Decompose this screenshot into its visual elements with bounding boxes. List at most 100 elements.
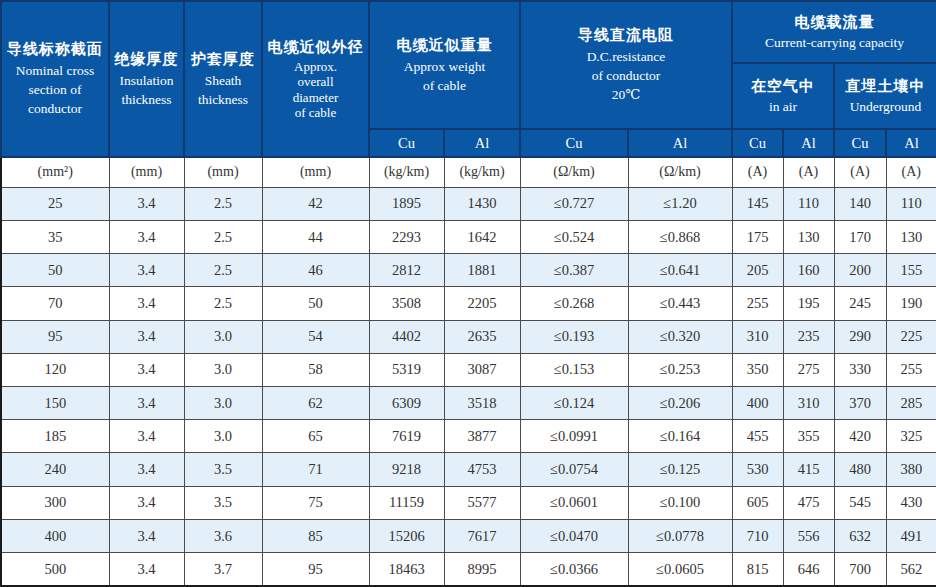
unit-cell: (mm) — [262, 157, 369, 187]
table-cell: 50 — [262, 287, 369, 320]
table-cell: 632 — [834, 519, 886, 552]
header-sheath-en-label: Sheath thickness — [188, 71, 258, 109]
table-cell: 3.4 — [109, 287, 184, 320]
table-cell: 11159 — [369, 486, 444, 519]
header-air-al: Al — [783, 129, 834, 157]
table-cell: 2293 — [369, 220, 444, 253]
table-cell: 3.7 — [184, 553, 262, 586]
table-cell: 500 — [1, 553, 109, 586]
header-sheath-zh-label: 护套厚度 — [188, 49, 258, 71]
table-cell: 330 — [834, 353, 886, 386]
table-row: 2403.43.57192184753≤0.0754≤0.12553041548… — [1, 453, 936, 486]
table-cell: 75 — [262, 486, 369, 519]
table-cell: 205 — [732, 254, 783, 287]
table-cell: 4753 — [444, 453, 520, 486]
unit-cell: (A) — [834, 157, 886, 187]
table-cell: 155 — [886, 254, 936, 287]
table-cell: 1430 — [444, 187, 520, 220]
table-cell: 3.6 — [184, 519, 262, 552]
table-cell: ≤0.0605 — [628, 553, 732, 586]
header-row-main: 导线标称截面 Nominal cross section of conducto… — [1, 1, 936, 63]
table-cell: 400 — [1, 519, 109, 552]
table-cell: 562 — [886, 553, 936, 586]
table-cell: ≤0.387 — [520, 254, 628, 287]
table-row: 1203.43.05853193087≤0.153≤0.253350275330… — [1, 353, 936, 386]
header-air-cu: Cu — [732, 129, 783, 157]
table-header: 导线标称截面 Nominal cross section of conducto… — [1, 1, 936, 157]
table-cell: ≤0.193 — [520, 320, 628, 353]
table-cell: 2.5 — [184, 187, 262, 220]
table-cell: ≤0.0366 — [520, 553, 628, 586]
table-cell: 9218 — [369, 453, 444, 486]
table-cell: 255 — [732, 287, 783, 320]
table-cell: ≤0.320 — [628, 320, 732, 353]
table-cell: 475 — [783, 486, 834, 519]
table-row: 1853.43.06576193877≤0.0991≤0.16445535542… — [1, 420, 936, 453]
table-cell: ≤0.727 — [520, 187, 628, 220]
table-cell: 491 — [886, 519, 936, 552]
table-cell: 3.4 — [109, 320, 184, 353]
header-underground-en-label: Underground — [838, 97, 933, 116]
header-diameter-en-label: Approx. overall diameter of cable — [266, 59, 365, 121]
header-weight-zh-label: 电缆近似重量 — [373, 35, 516, 57]
table-cell: 3508 — [369, 287, 444, 320]
table-cell: 3.4 — [109, 519, 184, 552]
table-cell: 380 — [886, 453, 936, 486]
table-cell: 44 — [262, 220, 369, 253]
table-cell: 225 — [886, 320, 936, 353]
table-cell: 420 — [834, 420, 886, 453]
table-cell: ≤0.253 — [628, 353, 732, 386]
table-cell: 556 — [783, 519, 834, 552]
table-cell: 2205 — [444, 287, 520, 320]
table-cell: 3.5 — [184, 486, 262, 519]
table-cell: 3.0 — [184, 420, 262, 453]
table-cell: 3087 — [444, 353, 520, 386]
unit-cell: (A) — [886, 157, 936, 187]
table-cell: 85 — [262, 519, 369, 552]
table-cell: 700 — [834, 553, 886, 586]
table-cell: 3.0 — [184, 320, 262, 353]
table-cell: ≤0.0778 — [628, 519, 732, 552]
units-row: (mm²) (mm) (mm) (mm) (kg/km) (kg/km) (Ω/… — [1, 157, 936, 187]
header-underground-zh-label: 直埋土壤中 — [838, 76, 933, 98]
header-resistance-al: Al — [628, 129, 732, 157]
unit-cell: (A) — [783, 157, 834, 187]
table-cell: 2.5 — [184, 254, 262, 287]
table-cell: ≤0.164 — [628, 420, 732, 453]
table-cell: ≤0.100 — [628, 486, 732, 519]
header-approx-weight: 电缆近似重量 Approx weight of cable — [369, 1, 520, 129]
table-cell: 18463 — [369, 553, 444, 586]
header-overall-diameter: 电缆近似外径 Approx. overall diameter of cable — [262, 1, 369, 157]
unit-cell: (A) — [732, 157, 783, 187]
table-cell: 5577 — [444, 486, 520, 519]
table-cell: 3.0 — [184, 353, 262, 386]
table-cell: 110 — [783, 187, 834, 220]
table-cell: 290 — [834, 320, 886, 353]
cable-spec-table: 导线标称截面 Nominal cross section of conducto… — [0, 0, 936, 587]
table-cell: 46 — [262, 254, 369, 287]
table-cell: 370 — [834, 387, 886, 420]
table-cell: 2812 — [369, 254, 444, 287]
table-cell: ≤0.153 — [520, 353, 628, 386]
table-cell: 3.4 — [109, 254, 184, 287]
table-cell: 1881 — [444, 254, 520, 287]
table-cell: 3.5 — [184, 453, 262, 486]
table-cell: ≤0.868 — [628, 220, 732, 253]
header-resistance-zh-label: 导线直流电阻 — [524, 25, 728, 47]
table-cell: 815 — [732, 553, 783, 586]
table-cell: 110 — [886, 187, 936, 220]
table-cell: 5319 — [369, 353, 444, 386]
table-cell: 3.4 — [109, 387, 184, 420]
table-cell: 1895 — [369, 187, 444, 220]
table-cell: 95 — [1, 320, 109, 353]
table-body: (mm²) (mm) (mm) (mm) (kg/km) (kg/km) (Ω/… — [1, 157, 936, 586]
header-nominal-en-label: Nominal cross section of conductor — [5, 61, 105, 118]
table-cell: ≤0.125 — [628, 453, 732, 486]
table-cell: ≤0.0754 — [520, 453, 628, 486]
table-cell: 200 — [834, 254, 886, 287]
table-cell: 6309 — [369, 387, 444, 420]
table-cell: 646 — [783, 553, 834, 586]
unit-cell: (mm) — [109, 157, 184, 187]
table-cell: 7619 — [369, 420, 444, 453]
table-cell: 3.0 — [184, 387, 262, 420]
